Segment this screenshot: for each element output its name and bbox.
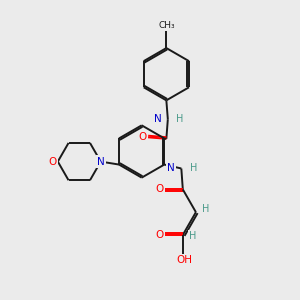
Text: O: O bbox=[48, 157, 57, 166]
Text: O: O bbox=[139, 132, 147, 142]
Text: N: N bbox=[97, 157, 105, 166]
Text: OH: OH bbox=[176, 256, 192, 266]
Text: O: O bbox=[155, 230, 163, 240]
Text: H: H bbox=[190, 164, 197, 173]
Text: H: H bbox=[189, 231, 196, 242]
Text: O: O bbox=[155, 184, 163, 194]
Text: H: H bbox=[176, 114, 184, 124]
Text: N: N bbox=[167, 164, 175, 173]
Text: H: H bbox=[202, 204, 209, 214]
Text: N: N bbox=[154, 114, 161, 124]
Text: CH₃: CH₃ bbox=[158, 21, 175, 30]
